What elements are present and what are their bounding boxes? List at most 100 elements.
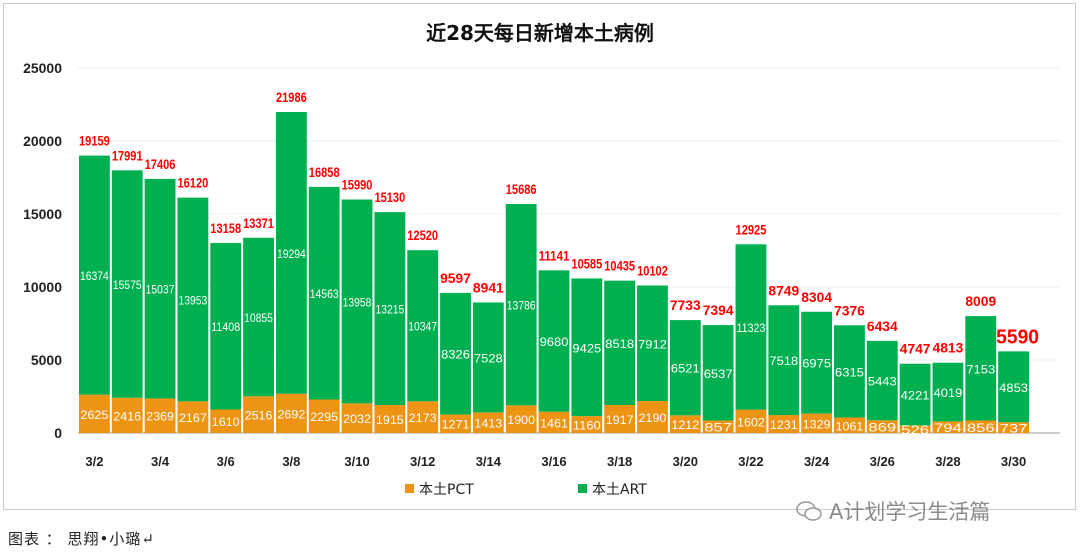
bar-pct [243, 396, 274, 433]
data-label-total: 8749 [768, 282, 799, 298]
data-label-pct: 1915 [376, 413, 404, 427]
data-label-total: 10102 [637, 263, 668, 279]
bar-art [308, 186, 340, 400]
data-label-total: 10585 [571, 255, 602, 271]
y-tick-label: 10000 [23, 279, 62, 295]
bar-pct [899, 425, 931, 433]
bar-pct [210, 409, 242, 433]
bar-art [374, 212, 406, 406]
x-tick-label: 3/2 [85, 454, 103, 469]
data-label-total: 7394 [703, 302, 734, 318]
data-label-pct: 1610 [212, 415, 240, 429]
data-label-art: 13953 [178, 294, 207, 308]
data-label-pct: 857 [704, 421, 732, 435]
chart-frame [3, 3, 1076, 510]
bar-pct [637, 401, 668, 433]
data-label-art: 19294 [277, 247, 306, 261]
data-label-total: 21986 [276, 89, 307, 105]
data-label-art: 7518 [769, 354, 798, 368]
data-label-art: 6975 [802, 357, 831, 371]
data-label-pct: 1413 [474, 417, 502, 431]
data-label-total: 7733 [670, 297, 701, 313]
data-label-art: 4019 [934, 386, 963, 400]
x-tick-label: 3/30 [1001, 454, 1026, 469]
bar-art [899, 363, 931, 426]
data-label-art: 7528 [474, 351, 503, 365]
bar-pct [965, 420, 997, 433]
bar-art [440, 292, 471, 415]
bar-art [932, 362, 964, 422]
x-tick-label: 3/14 [476, 454, 502, 469]
bar-art [702, 325, 734, 421]
bar-art [472, 302, 504, 413]
data-label-art: 9425 [572, 341, 601, 355]
y-tick-label: 25000 [23, 60, 62, 76]
bar-art [604, 280, 636, 406]
data-label-total: 15990 [342, 177, 373, 193]
bar-art [768, 305, 800, 416]
data-label-total: 16120 [177, 175, 208, 191]
data-label-pct: 1271 [442, 418, 470, 432]
bar-art [998, 351, 1029, 423]
bar-pct [374, 405, 406, 433]
data-label-pct: 2516 [245, 409, 273, 423]
bar-pct [144, 398, 176, 433]
data-label-pct: 794 [934, 421, 962, 435]
x-tick-label: 3/24 [804, 454, 830, 469]
data-label-pct: 2416 [113, 409, 141, 423]
bar-pct [604, 405, 636, 433]
data-label-art: 6315 [835, 365, 864, 379]
data-label-art: 9680 [540, 335, 569, 349]
data-label-total: 10435 [604, 258, 635, 274]
data-label-total: 13371 [243, 215, 274, 231]
data-label-art: 4853 [999, 381, 1028, 395]
watermark: A计划学习生活篇 [795, 496, 990, 526]
bar-art [834, 325, 865, 418]
bar-art [79, 155, 110, 395]
bar-pct [768, 415, 800, 433]
data-label-pct: 2190 [639, 411, 667, 425]
data-label-total: 8941 [473, 279, 504, 295]
data-label-art: 8518 [605, 337, 634, 351]
bar-art [210, 242, 242, 410]
x-tick-label: 3/12 [410, 454, 435, 469]
data-label-total: 12925 [736, 221, 767, 237]
data-label-total: 17406 [145, 156, 176, 172]
bar-pct [801, 413, 833, 433]
bar-pct [669, 415, 701, 433]
y-tick-label: 5000 [31, 352, 62, 368]
data-label-art: 6521 [671, 362, 700, 376]
chart-credit: 图表 ： 思翔•小璐↵ [8, 530, 155, 548]
x-tick-label: 3/10 [344, 454, 369, 469]
data-label-art: 4221 [901, 389, 930, 403]
data-label-art: 7153 [966, 362, 995, 376]
legend-swatch [578, 484, 587, 493]
data-label-total: 9597 [440, 270, 471, 286]
data-label-art: 15575 [113, 278, 142, 292]
x-tick-label: 3/22 [738, 454, 763, 469]
data-label-pct: 1329 [803, 417, 831, 431]
wechat-icon [796, 501, 822, 521]
data-label-pct: 1461 [540, 416, 568, 430]
x-tick-label: 3/4 [151, 454, 170, 469]
bar-pct [702, 420, 734, 433]
stacked-bar-chart: 近28天每日新增本土病例 0 5000 10000 15000 20000 25000 262… [23, 21, 1060, 498]
bar-art [275, 112, 307, 394]
data-label-art: 10347 [408, 320, 437, 334]
x-tick-label: 3/16 [541, 454, 566, 469]
bar-pct [998, 422, 1029, 433]
data-label-pct: 1900 [507, 413, 535, 427]
bar-art [144, 178, 176, 399]
bar-pct [341, 403, 373, 433]
x-tick-label: 3/6 [217, 454, 235, 469]
data-label-pct: 869 [868, 421, 896, 435]
bar-art [866, 340, 898, 421]
bar-pct [834, 417, 865, 433]
data-label-art: 6537 [704, 367, 733, 381]
bar-pct [505, 405, 537, 433]
bar-pct [571, 416, 603, 433]
bar-pct [275, 393, 307, 433]
bar-pct [866, 420, 898, 433]
data-label-art: 14563 [310, 287, 339, 301]
data-label-pct: 737 [1000, 422, 1028, 436]
